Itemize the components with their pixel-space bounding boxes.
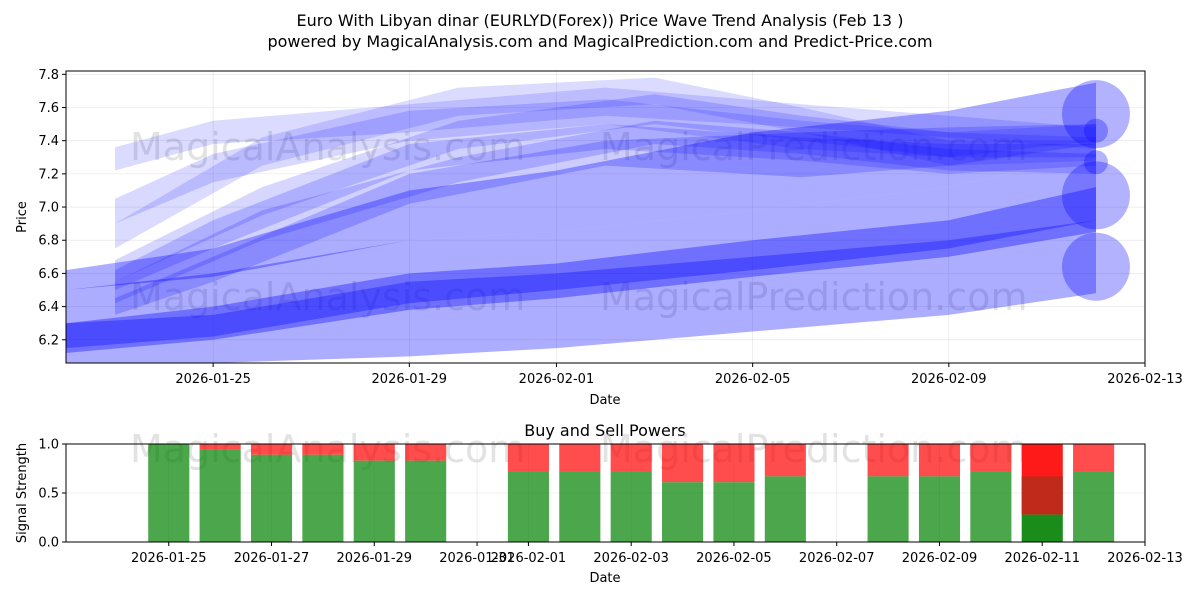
y-tick-label: 6.6 xyxy=(38,267,59,282)
wave-end-cap xyxy=(1061,80,1130,149)
buy-bar xyxy=(867,476,909,542)
top-x-label: Date xyxy=(589,393,620,408)
buy-bar xyxy=(764,476,806,542)
sell-bar xyxy=(764,444,806,477)
chart-title-line1: Euro With Libyan dinar (EURLYD(Forex)) P… xyxy=(297,11,904,30)
bottom-x-axis: 2026-01-25 2026-01-27 2026-01-29 2026-01-31… xyxy=(131,542,1183,566)
buy-bar xyxy=(559,471,601,542)
x-tick-label: 2026-01-29 xyxy=(337,551,413,566)
buy-bar xyxy=(148,444,190,542)
x-tick-label: 2026-02-13 xyxy=(1107,372,1183,387)
y-tick-label: 7.4 xyxy=(38,134,59,149)
mixed-bar xyxy=(1021,476,1063,515)
buy-bar xyxy=(610,471,652,542)
wave-band xyxy=(66,220,1096,363)
top-y-label: Price xyxy=(15,201,30,233)
sell-bar xyxy=(610,444,652,472)
buy-bar xyxy=(250,454,293,542)
y-tick-label: 6.4 xyxy=(38,300,59,315)
y-tick-label: 7.2 xyxy=(38,167,59,182)
wave-end-cap xyxy=(1083,150,1108,175)
y-tick-label: 7.8 xyxy=(38,68,59,83)
sell-bar xyxy=(250,444,293,455)
sell-bar xyxy=(507,444,549,472)
sell-bar xyxy=(867,444,909,477)
wave-end-cap xyxy=(1061,161,1130,230)
buy-bar xyxy=(199,449,241,542)
buy-bar xyxy=(353,460,395,542)
bottom-y-axis: 0.0 0.5 1.0 xyxy=(38,438,66,551)
buy-sell-bars xyxy=(148,444,1115,542)
wave-band xyxy=(115,120,1096,304)
watermark-text: MagicalPrediction.com xyxy=(600,125,1028,169)
wave-band xyxy=(66,82,1096,290)
wave-end-cap xyxy=(1061,232,1130,301)
chart-title-line2: powered by MagicalAnalysis.com and Magic… xyxy=(267,32,932,51)
buy-bar xyxy=(1073,471,1115,542)
watermark-text: MagicalAnalysis.com xyxy=(130,125,525,169)
sell-bar xyxy=(405,444,447,461)
watermark-text: MagicalAnalysis.com xyxy=(130,275,525,319)
sell-bar xyxy=(559,444,601,472)
top-watermarks: MagicalAnalysis.com MagicalPrediction.com… xyxy=(130,125,1028,319)
buy-bar xyxy=(507,471,549,542)
x-tick-label: 2026-02-07 xyxy=(799,551,875,566)
x-tick-label: 2026-02-13 xyxy=(1107,551,1183,566)
sell-bar xyxy=(1073,444,1115,472)
x-tick-label: 2026-01-31 xyxy=(439,551,515,566)
wave-band xyxy=(115,124,1096,290)
y-tick-label: 0.0 xyxy=(38,536,59,551)
y-tick-label: 6.8 xyxy=(38,234,59,249)
watermark-text: MagicalPrediction.com xyxy=(600,275,1028,319)
x-tick-label: 2026-02-05 xyxy=(696,551,772,566)
buy-bar xyxy=(1021,514,1063,542)
buy-bar xyxy=(713,482,755,542)
sell-bar xyxy=(199,444,241,450)
y-tick-label: 7.0 xyxy=(38,201,59,216)
wave-band xyxy=(115,94,1096,282)
top-plot-frame xyxy=(65,70,1146,364)
price-wave-bands xyxy=(66,77,1130,363)
x-tick-label: 2026-01-25 xyxy=(131,551,207,566)
top-gridlines xyxy=(66,71,1146,363)
x-tick-label: 2026-01-29 xyxy=(372,372,448,387)
buy-bar xyxy=(970,471,1012,542)
bottom-chart-title: Buy and Sell Powers xyxy=(524,421,686,440)
x-tick-label: 2026-02-01 xyxy=(491,551,567,566)
y-tick-label: 0.5 xyxy=(38,487,59,502)
bottom-x-label: Date xyxy=(589,571,620,586)
wave-band xyxy=(115,87,1096,171)
buy-bar xyxy=(302,454,344,542)
y-tick-label: 6.2 xyxy=(38,333,59,348)
top-y-axis: 6.2 6.4 6.6 6.8 7.0 7.2 7.4 7.6 7.8 xyxy=(38,68,66,348)
wave-band xyxy=(66,187,1096,353)
sell-bar xyxy=(353,444,395,461)
x-tick-label: 2026-02-09 xyxy=(911,372,987,387)
wave-band xyxy=(115,77,1096,249)
x-tick-label: 2026-02-09 xyxy=(902,551,978,566)
wave-end-cap xyxy=(1083,118,1108,143)
sell-bar xyxy=(713,444,755,483)
buy-bar xyxy=(918,476,961,542)
bottom-y-label: Signal Strength xyxy=(15,443,30,543)
x-tick-label: 2026-02-11 xyxy=(1004,551,1080,566)
wave-band xyxy=(115,99,1096,224)
y-tick-label: 1.0 xyxy=(38,438,59,453)
x-tick-label: 2026-02-03 xyxy=(593,551,669,566)
x-tick-label: 2026-01-25 xyxy=(175,372,251,387)
top-x-axis: 2026-01-25 2026-01-29 2026-02-01 2026-02-05… xyxy=(175,363,1183,387)
sell-bar xyxy=(302,444,344,455)
x-tick-label: 2026-02-05 xyxy=(715,372,791,387)
x-tick-label: 2026-02-01 xyxy=(519,372,595,387)
sell-bar xyxy=(970,444,1012,472)
sell-bar xyxy=(918,444,961,477)
wave-band xyxy=(66,154,1096,349)
buy-bar xyxy=(662,482,704,542)
y-tick-label: 7.6 xyxy=(38,101,59,116)
buy-bar xyxy=(405,460,447,542)
wave-band xyxy=(115,124,1096,315)
sell-bar xyxy=(662,444,704,483)
x-tick-label: 2026-01-27 xyxy=(234,551,310,566)
